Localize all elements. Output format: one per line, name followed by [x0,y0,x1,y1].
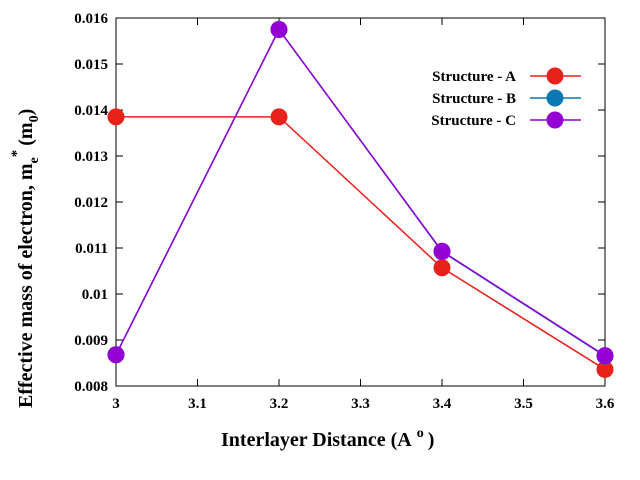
legend-item-structure-c: Structure - C [431,111,581,129]
x-tick-label: 3.4 [433,396,452,412]
legend: Structure - A Structure - B Structure - … [431,67,581,129]
y-tick-label: 0.009 [74,333,108,349]
series-structure-a [107,108,614,378]
plot-frame [115,17,606,387]
y-tick-label: 0.008 [74,379,108,395]
series-line-structure-a [116,116,606,371]
legend-marker-structure-a [546,67,564,85]
data-point-structure-c [596,347,614,365]
data-point-structure-a [107,108,125,126]
legend-label-structure-a: Structure - A [432,69,516,85]
data-point-structure-c [270,21,288,38]
x-tick-label: 3 [112,396,120,412]
series-structure-c [107,21,614,365]
y-tick-label: 0.013 [74,149,108,165]
legend-item-structure-a: Structure - A [432,67,581,85]
legend-item-structure-b: Structure - B [432,89,581,107]
legend-label-structure-c: Structure - C [431,113,516,129]
x-tick-label: 3.1 [188,396,207,412]
x-tick-label: 3.2 [270,396,289,412]
legend-label-structure-b: Structure - B [432,91,516,107]
y-tick-label: 0.011 [75,241,108,257]
data-point-structure-c [107,346,125,364]
series-layer [107,21,614,378]
data-point-structure-a [270,108,288,126]
y-tick-label: 0.01 [82,287,108,303]
y-tick-label: 0.012 [74,195,108,211]
x-tick-label: 3.5 [514,396,533,412]
y-tick-label: 0.014 [74,103,108,119]
data-point-structure-a [596,360,614,378]
x-axis: 3 3.1 3.2 3.3 3.4 3.5 3.6 [112,18,615,412]
legend-marker-structure-b [546,89,564,107]
series-line-structure-c [115,28,606,357]
legend-marker-structure-c [546,111,564,129]
y-axis: 0.008 0.009 0.01 0.011 0.012 0.013 0.014 0.015 0… [74,11,605,395]
y-tick-label: 0.015 [74,57,108,73]
x-axis-title: Interlayer Distance (A o) [221,426,434,451]
y-axis-title: Effective mass of electron, me*(m0) [9,109,42,408]
y-tick-label: 0.016 [74,11,108,27]
x-tick-label: 3.6 [596,396,615,412]
data-point-structure-c [433,242,451,260]
data-point-structure-a [433,259,451,277]
x-tick-label: 3.3 [351,396,370,412]
